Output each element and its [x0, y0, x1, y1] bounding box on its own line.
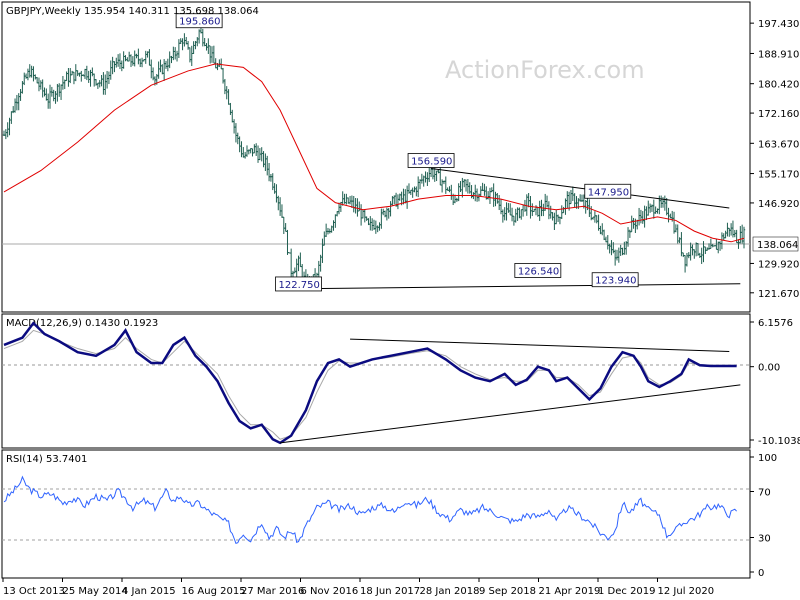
price-annotation-box — [175, 13, 223, 29]
price-annotation-box — [591, 272, 639, 288]
price-ytick-label: 188.910 — [758, 49, 799, 60]
macd-title: MACD(12,26,9) 0.1430 0.1923 — [6, 318, 158, 329]
xtick-label: 28 Jan 2018 — [420, 586, 480, 597]
rsi-ytick-label: 100 — [758, 453, 777, 464]
price-trendline-lower — [298, 283, 741, 290]
price-ytick-label: 129.920 — [758, 259, 799, 270]
xtick-label: 4 Jan 2015 — [122, 586, 176, 597]
price-annotation-label: 126.540 — [518, 266, 559, 277]
xtick-label: 21 Apr 2019 — [539, 586, 601, 597]
price-annotation-label: 147.950 — [588, 187, 629, 198]
xtick-label: 13 Oct 2013 — [3, 586, 65, 597]
price-title: GBPJPY,Weekly 135.954 140.311 135.698 13… — [6, 6, 259, 17]
price-annotation-box — [514, 263, 562, 278]
price-ytick-label: 197.430 — [758, 19, 799, 30]
macd-ytick-label: 0.00 — [758, 363, 780, 374]
price-annotation-box — [407, 153, 455, 168]
rsi-ytick-label: 30 — [758, 534, 771, 545]
macd-line — [3, 321, 737, 445]
price-ytick-label: 146.920 — [758, 199, 799, 210]
price-annotation-label: 156.590 — [411, 157, 452, 168]
macd-ytick-label: 6.1576 — [758, 318, 793, 329]
xtick-label: 25 May 2014 — [63, 586, 128, 597]
price-ytick-label: 163.670 — [758, 139, 799, 150]
price-ytick-label: 155.170 — [758, 170, 799, 181]
price-ytick-label: 121.670 — [758, 289, 799, 300]
rsi-panel — [1, 449, 751, 579]
price-annotation-label: 123.940 — [595, 276, 636, 287]
xtick-label: 12 Jul 2020 — [658, 586, 715, 597]
price-ytick-label: 172.160 — [758, 109, 799, 120]
price-annotation-box — [275, 276, 322, 292]
macd-ytick-label: -10.1038 — [758, 436, 800, 447]
xtick-label: 16 Aug 2015 — [182, 586, 246, 597]
rsi-ytick-label: 70 — [758, 488, 771, 499]
xtick-label: 6 Nov 2016 — [301, 586, 359, 597]
price-annotation-label: 195.860 — [179, 17, 220, 28]
price-annotation-box — [584, 183, 632, 199]
price-panel — [1, 1, 751, 313]
xtick-label: 27 Mar 2016 — [241, 586, 304, 597]
price-trendline-upper — [430, 167, 730, 209]
xtick-label: 9 Sep 2018 — [479, 586, 536, 597]
rsi-ytick-label: 0 — [758, 568, 764, 579]
xtick-label: 18 Jun 2017 — [360, 586, 420, 597]
macd-trendline-upper — [350, 338, 730, 352]
rsi-line — [3, 475, 737, 545]
xtick-label: 1 Dec 2019 — [598, 586, 656, 597]
watermark: ActionForex.com — [445, 56, 645, 84]
rsi-title: RSI(14) 53.7401 — [6, 454, 87, 465]
current-price-tag — [752, 236, 799, 252]
price-ytick-label: 180.420 — [758, 80, 799, 91]
macd-trendline-lower — [280, 384, 741, 444]
current-price-label: 138.064 — [757, 240, 798, 251]
price-annotation-label: 122.750 — [279, 280, 320, 291]
macd-panel — [1, 313, 751, 449]
moving-average-line — [3, 63, 745, 243]
